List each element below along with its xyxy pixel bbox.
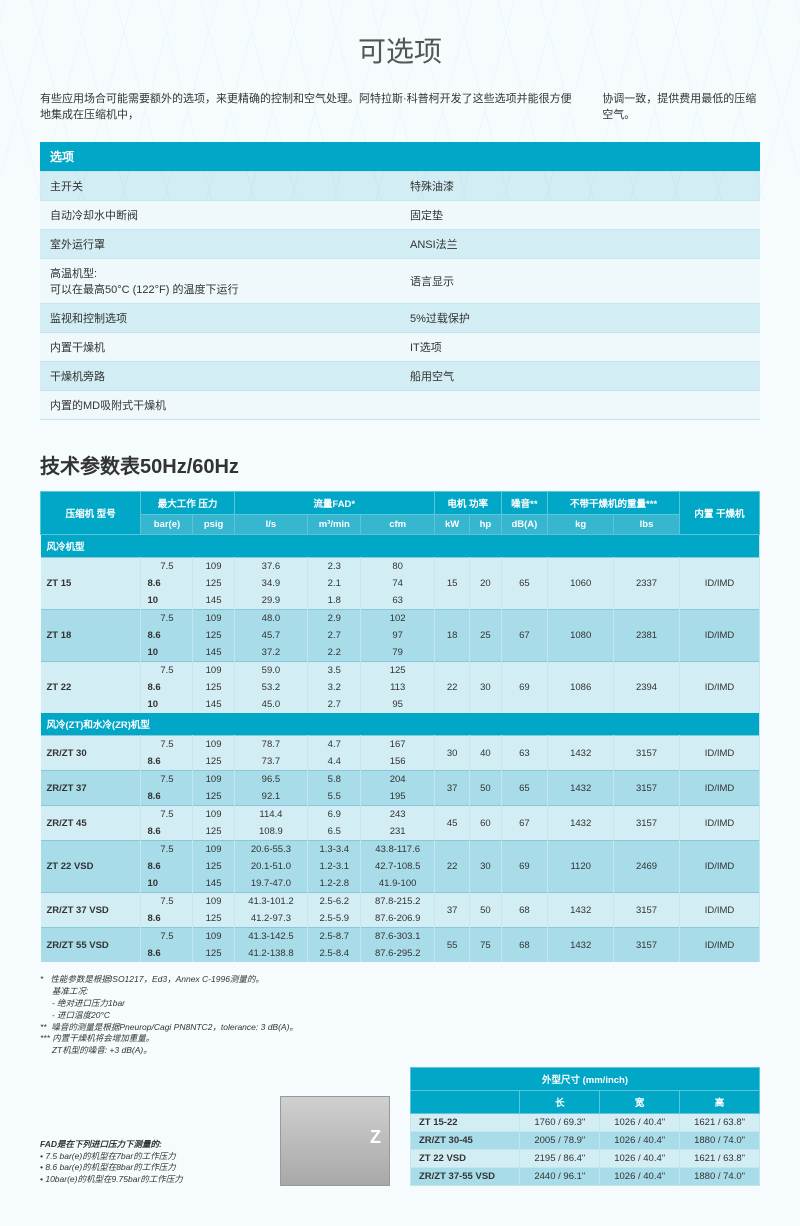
col-ls: l/s <box>234 515 307 535</box>
dimensions-table: 外型尺寸 (mm/inch) 长 宽 高 ZT 15-221760 / 69.3… <box>410 1067 760 1186</box>
model-cell: ZT 15 <box>41 558 141 610</box>
option-right: 船用空气 <box>400 362 760 391</box>
dim-row: ZR/ZT 37-55 VSD2440 / 96.1"1026 / 40.4"1… <box>411 1168 760 1186</box>
spec-row: ZR/ZT 457.5109114.46.924345606714323157I… <box>41 806 760 824</box>
option-right: 固定垫 <box>400 201 760 230</box>
dim-row: ZT 15-221760 / 69.3"1026 / 40.4"1621 / 6… <box>411 1114 760 1132</box>
intro-right: 协调一致，提供费用最低的压缩空气。 <box>602 90 760 122</box>
dim-col-w: 宽 <box>600 1091 680 1114</box>
dim-row: ZR/ZT 30-452005 / 78.9"1026 / 40.4"1880 … <box>411 1132 760 1150</box>
col-motor: 电机 功率 <box>434 492 501 515</box>
col-weight: 不带干燥机的重量*** <box>548 492 680 515</box>
col-bar: bar(e) <box>141 515 193 535</box>
model-cell: ZT 22 <box>41 662 141 714</box>
option-left: 室外运行罩 <box>40 230 400 259</box>
dim-col-l: 长 <box>520 1091 600 1114</box>
options-row: 室外运行罩ANSI法兰 <box>40 230 760 259</box>
option-left: 监视和控制选项 <box>40 304 400 333</box>
option-right: 语言显示 <box>400 259 760 304</box>
spec-row: ZR/ZT 37 VSD7.510941.3-101.22.5-6.287.8-… <box>41 893 760 911</box>
option-left: 内置干燥机 <box>40 333 400 362</box>
spec-row: ZR/ZT 377.510996.55.820437506514323157ID… <box>41 771 760 789</box>
spec-row: ZT 187.510948.02.910218256710802381ID/IM… <box>41 610 760 628</box>
section-title: 技术参数表50Hz/60Hz <box>40 450 760 479</box>
intro-text: 有些应用场合可能需要额外的选项，来更精确的控制和空气处理。阿特拉斯·科普柯开发了… <box>40 90 760 122</box>
dim-header: 外型尺寸 (mm/inch) <box>411 1068 760 1091</box>
col-psig: psig <box>193 515 234 535</box>
model-cell: ZR/ZT 37 <box>41 771 141 806</box>
intro-left: 有些应用场合可能需要额外的选项，来更精确的控制和空气处理。阿特拉斯·科普柯开发了… <box>40 90 572 122</box>
category-row: 风冷机型 <box>41 535 760 558</box>
col-m3min: m³/min <box>308 515 361 535</box>
spec-row: ZT 22 VSD7.510920.6-55.31.3-3.443.8-117.… <box>41 841 760 859</box>
fn-star2: 噪音的测量是根据Pneurop/Cagi PN8NTC2，tolerance: … <box>51 1022 298 1032</box>
col-kg: kg <box>548 515 614 535</box>
spec-row: ZR/ZT 55 VSD7.510941.3-142.52.5-8.787.6-… <box>41 928 760 946</box>
fn-star3: 内置干燥机将会增加重量。 <box>52 1033 154 1043</box>
spec-row: ZR/ZT 307.510978.74.716730406314323157ID… <box>41 736 760 754</box>
col-lbs: lbs <box>614 515 680 535</box>
option-left: 干燥机旁路 <box>40 362 400 391</box>
col-dryer: 内置 干燥机 <box>679 492 759 535</box>
option-right: 5%过载保护 <box>400 304 760 333</box>
spec-row: ZT 227.510959.03.512522306910862394ID/IM… <box>41 662 760 680</box>
footnotes: * 性能参数是根据ISO1217，Ed3，Annex C-1996测量的。 基准… <box>40 974 760 1057</box>
options-row: 高温机型: 可以在最高50°C (122°F) 的温度下运行语言显示 <box>40 259 760 304</box>
col-hp: hp <box>470 515 501 535</box>
page-title: 可选项 <box>40 0 760 90</box>
option-left: 内置的MD吸附式干燥机 <box>40 391 400 420</box>
model-cell: ZT 18 <box>41 610 141 662</box>
options-row: 内置的MD吸附式干燥机 <box>40 391 760 420</box>
option-left: 高温机型: 可以在最高50°C (122°F) 的温度下运行 <box>40 259 400 304</box>
option-left: 自动冷却水中断阀 <box>40 201 400 230</box>
col-kw: kW <box>434 515 470 535</box>
model-cell: ZR/ZT 45 <box>41 806 141 841</box>
col-pressure: 最大工作 压力 <box>141 492 234 515</box>
options-row: 干燥机旁路船用空气 <box>40 362 760 391</box>
model-cell: ZR/ZT 37 VSD <box>41 893 141 928</box>
option-right: IT选项 <box>400 333 760 362</box>
product-image <box>280 1096 390 1186</box>
spec-row: ZT 157.510937.62.38015206510602337ID/IMD <box>41 558 760 576</box>
fad-notes: FAD是在下列进口压力下测量的: • 7.5 bar(e)的机型在7bar的工作… <box>40 1139 260 1187</box>
dim-col-h: 高 <box>680 1091 760 1114</box>
options-row: 内置干燥机IT选项 <box>40 333 760 362</box>
spec-table: 压缩机 型号 最大工作 压力 流量FAD* 电机 功率 噪音** 不带干燥机的重… <box>40 491 760 962</box>
col-dba: dB(A) <box>501 515 548 535</box>
options-row: 监视和控制选项5%过载保护 <box>40 304 760 333</box>
fn-star1: 性能参数是根据ISO1217，Ed3，Annex C-1996测量的。 <box>50 974 264 984</box>
option-right: ANSI法兰 <box>400 230 760 259</box>
model-cell: ZR/ZT 55 VSD <box>41 928 141 963</box>
dim-row: ZT 22 VSD2195 / 86.4"1026 / 40.4"1621 / … <box>411 1150 760 1168</box>
col-noise: 噪音** <box>501 492 548 515</box>
model-cell: ZR/ZT 30 <box>41 736 141 771</box>
col-fad: 流量FAD* <box>234 492 434 515</box>
fad-title: FAD是在下列进口压力下测量的: <box>40 1139 260 1151</box>
category-row: 风冷(ZT)和水冷(ZR)机型 <box>41 713 760 736</box>
col-cfm: cfm <box>361 515 434 535</box>
col-compressor: 压缩机 型号 <box>41 492 141 535</box>
model-cell: ZT 22 VSD <box>41 841 141 893</box>
options-row: 自动冷却水中断阀固定垫 <box>40 201 760 230</box>
option-right <box>400 391 760 420</box>
